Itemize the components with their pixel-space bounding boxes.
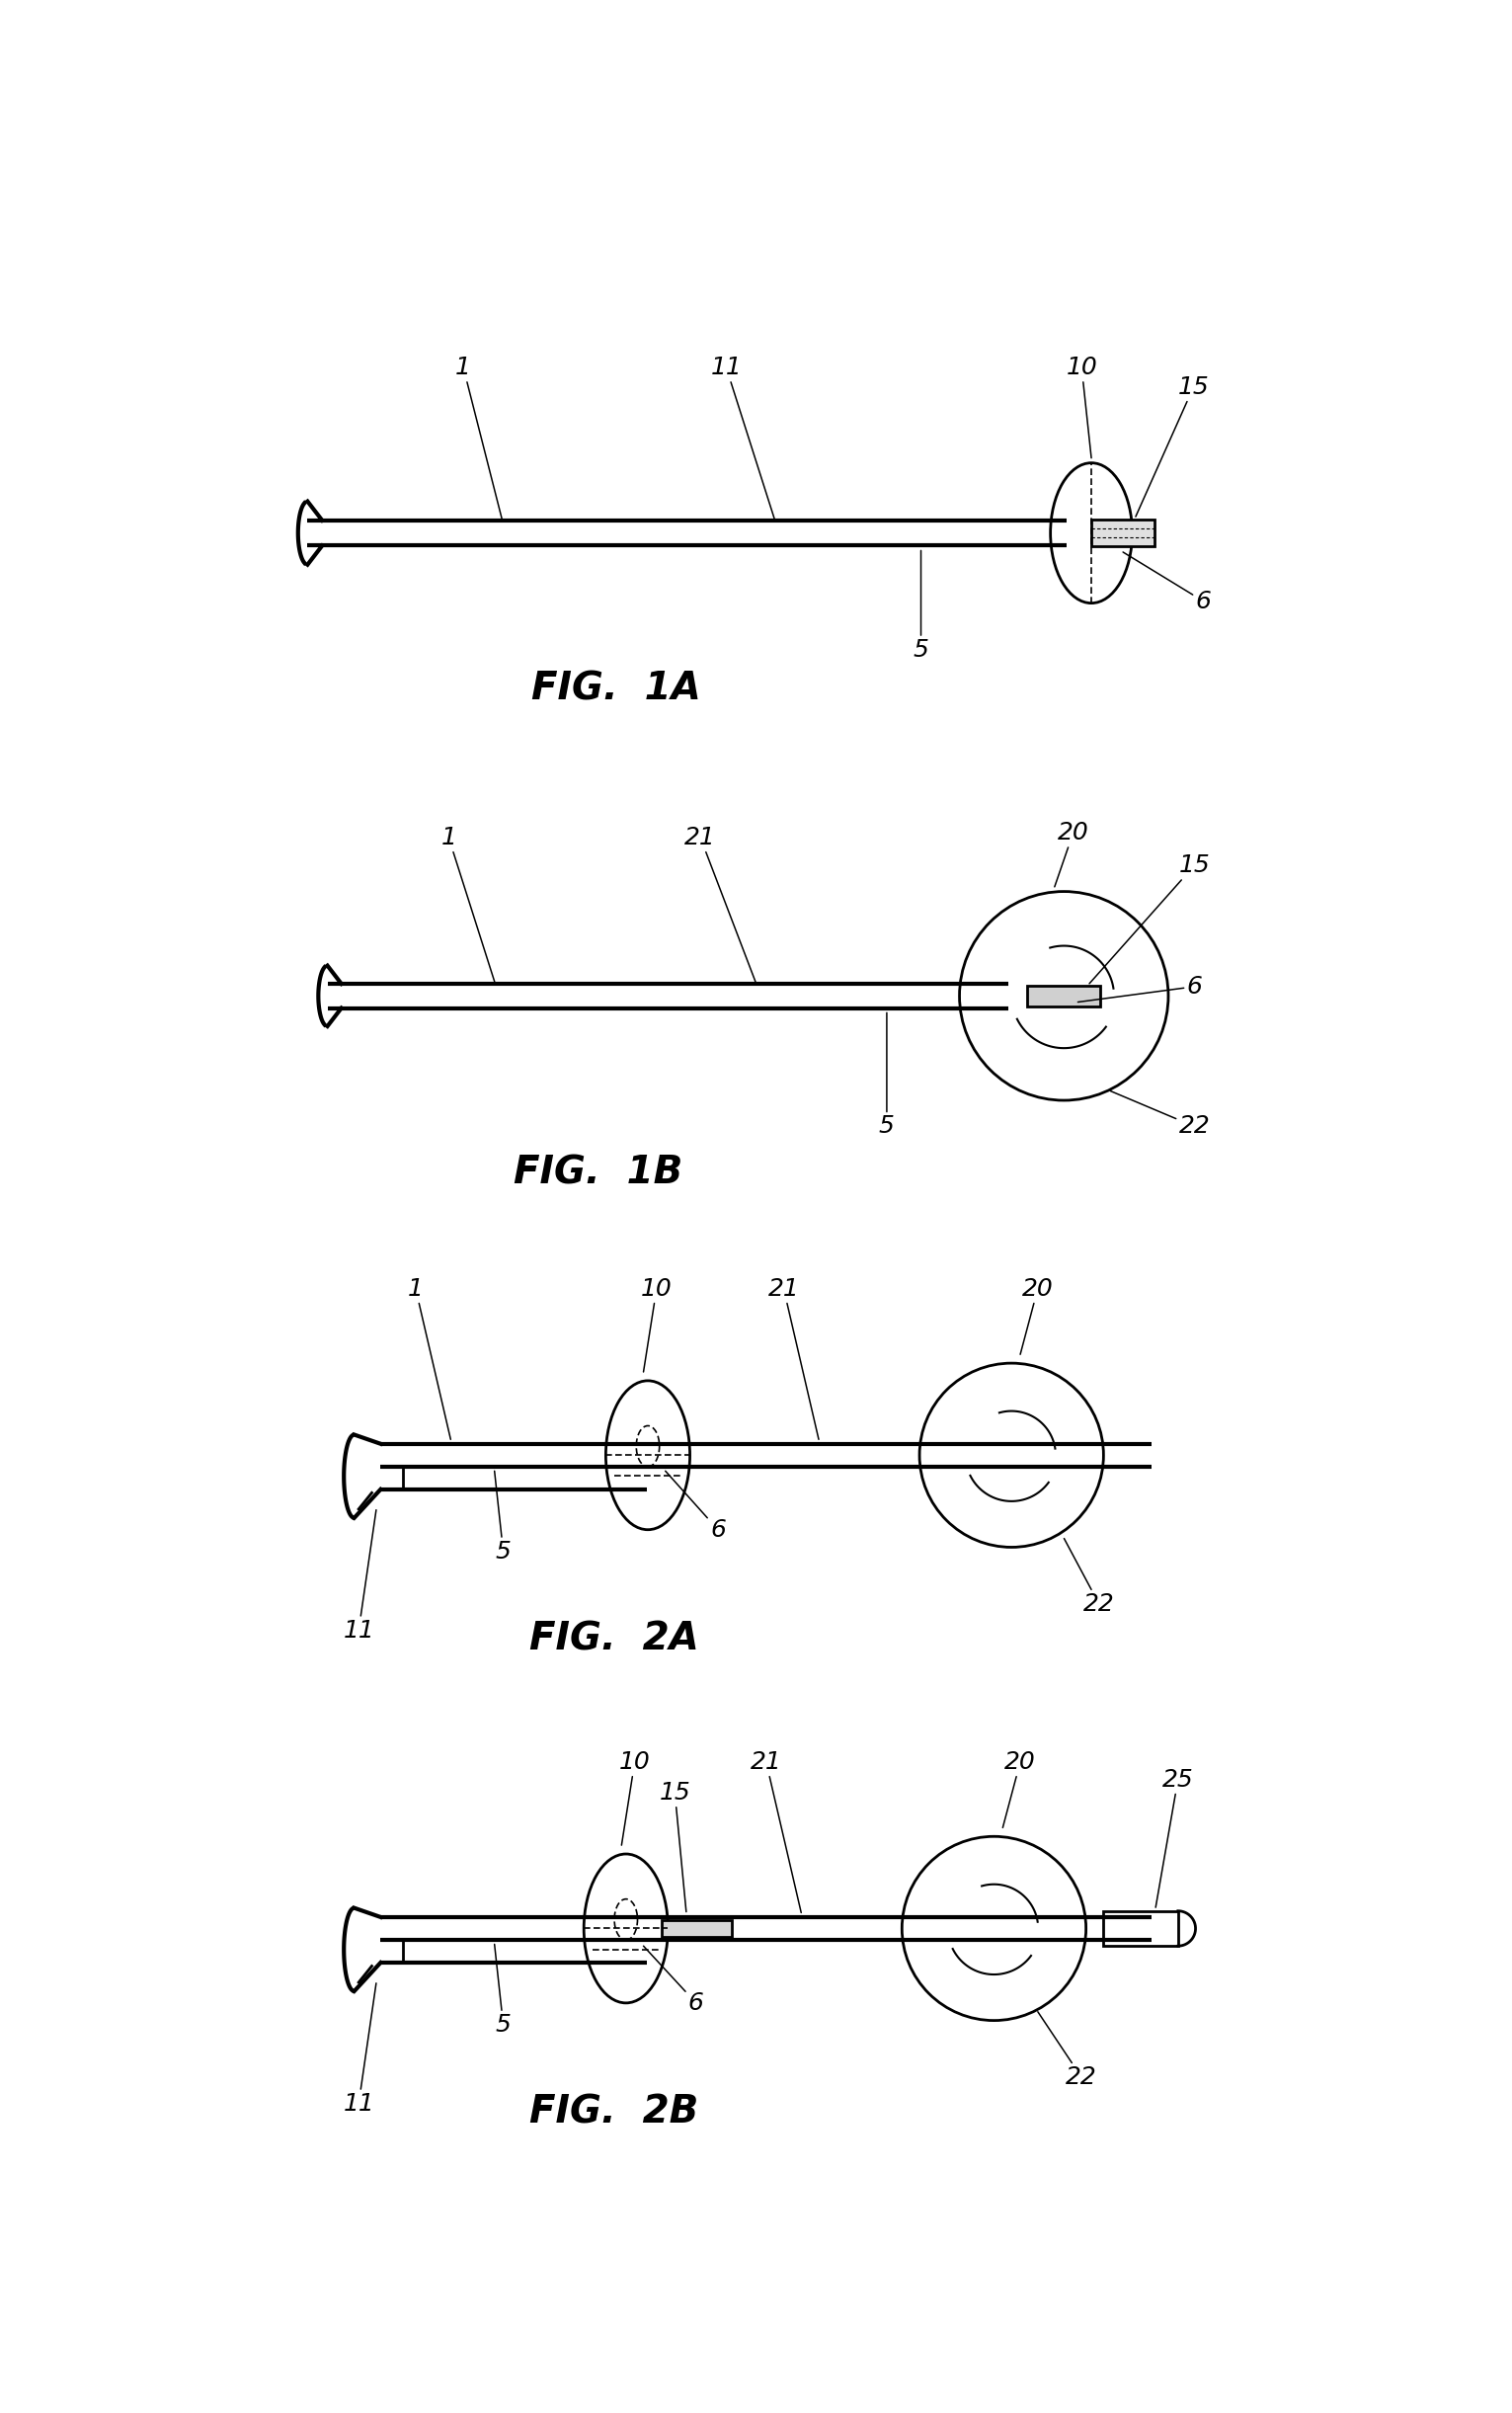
Text: FIG.  1A: FIG. 1A (532, 671, 702, 707)
Bar (662, 1921, 732, 1938)
Text: 6: 6 (665, 1472, 726, 1542)
Text: 15: 15 (1136, 374, 1210, 516)
Bar (1092, 519, 1155, 548)
Text: 21: 21 (750, 1749, 801, 1914)
Bar (1104, 1911, 1178, 1945)
Text: 20: 20 (1002, 1749, 1036, 1827)
Text: 5: 5 (878, 1013, 895, 1139)
Text: 11: 11 (343, 1511, 376, 1643)
Text: 22: 22 (1037, 2012, 1098, 2090)
Bar (1028, 985, 1101, 1006)
Text: 21: 21 (685, 825, 756, 985)
Text: 15: 15 (1089, 854, 1210, 985)
Text: 20: 20 (1021, 1276, 1054, 1354)
Text: 6: 6 (1123, 553, 1211, 613)
Text: 5: 5 (913, 550, 928, 661)
Text: 1: 1 (455, 355, 502, 521)
Text: 10: 10 (641, 1276, 673, 1373)
Text: 22: 22 (1110, 1091, 1210, 1139)
Text: 21: 21 (768, 1276, 818, 1441)
Text: 5: 5 (494, 1945, 511, 2037)
Text: 6: 6 (644, 1945, 705, 2015)
Text: 5: 5 (494, 1472, 511, 1564)
Text: 6: 6 (1078, 975, 1202, 1001)
Text: 10: 10 (618, 1749, 650, 1846)
Text: FIG.  2B: FIG. 2B (529, 2094, 699, 2131)
Text: 1: 1 (442, 825, 496, 985)
Text: 10: 10 (1066, 355, 1098, 458)
Text: 25: 25 (1155, 1769, 1193, 1906)
Text: FIG.  2A: FIG. 2A (529, 1622, 699, 1658)
Text: 11: 11 (343, 1983, 376, 2116)
Text: FIG.  1B: FIG. 1B (514, 1153, 683, 1192)
Text: 22: 22 (1064, 1539, 1114, 1617)
Text: 11: 11 (711, 355, 776, 521)
Text: 20: 20 (1054, 820, 1089, 888)
Text: 1: 1 (408, 1276, 451, 1441)
Text: 15: 15 (659, 1781, 691, 1911)
